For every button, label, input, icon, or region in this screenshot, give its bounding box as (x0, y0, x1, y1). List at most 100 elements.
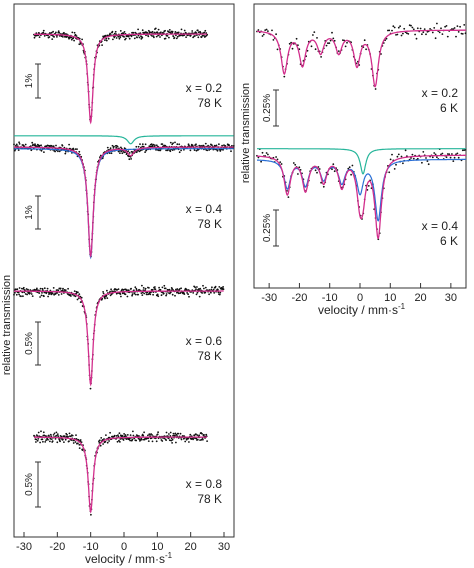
data-point (410, 157, 412, 159)
data-point (127, 155, 130, 158)
data-point (167, 149, 169, 151)
data-point (393, 168, 396, 170)
data-point (119, 30, 122, 32)
data-point (292, 162, 295, 164)
data-point (204, 142, 207, 145)
data-point (62, 438, 64, 441)
fit-total-line (257, 29, 466, 88)
data-point (51, 292, 54, 295)
data-point (80, 296, 83, 299)
data-point (171, 293, 174, 296)
data-point (332, 163, 335, 166)
data-point (415, 37, 418, 40)
data-point (102, 443, 104, 445)
data-points (33, 27, 209, 121)
data-point (57, 150, 59, 153)
data-point (188, 441, 190, 443)
right-y-axis-title: relative transmission (240, 83, 252, 183)
data-point (39, 296, 41, 298)
data-point (200, 438, 203, 441)
data-point (121, 292, 124, 295)
data-point (194, 437, 196, 440)
data-point (456, 152, 459, 155)
data-point (316, 171, 318, 174)
data-point (154, 27, 157, 30)
data-point (342, 39, 344, 41)
data-point (56, 433, 59, 435)
data-point (157, 149, 160, 152)
data-point (127, 150, 130, 153)
data-point (32, 143, 34, 146)
data-point (150, 143, 153, 146)
data-point (464, 148, 467, 151)
data-point (63, 435, 66, 438)
data-point (134, 286, 137, 289)
data-point (183, 148, 185, 151)
data-point (172, 434, 175, 437)
data-point (116, 145, 119, 148)
fit-total-line (257, 154, 466, 240)
data-point (205, 433, 208, 436)
data-point (116, 440, 119, 443)
data-point (144, 143, 147, 146)
data-point (438, 31, 441, 34)
data-point (320, 56, 322, 58)
data-point (109, 147, 112, 150)
data-point (102, 291, 104, 293)
data-point (71, 31, 74, 34)
spectrum-x-label: x = 0.8 (186, 477, 223, 491)
data-point (70, 439, 73, 441)
data-point (30, 293, 33, 295)
spectrum-right-2: 0.25% x = 0.46 K (256, 148, 467, 248)
data-point (123, 36, 125, 38)
data-point (445, 25, 448, 27)
x-tick-label: 0 (357, 292, 363, 304)
data-point (165, 293, 168, 295)
data-point (133, 37, 136, 40)
data-point (117, 288, 120, 290)
data-point (50, 145, 53, 147)
x-tick-label: 10 (384, 292, 396, 304)
data-point (197, 31, 200, 34)
data-point (161, 286, 164, 289)
data-point (389, 158, 392, 161)
data-point (265, 28, 268, 31)
data-point (104, 297, 106, 300)
data-point (113, 32, 116, 35)
data-point (457, 156, 460, 159)
data-point (297, 173, 299, 175)
data-point (199, 31, 202, 34)
data-point (174, 434, 176, 437)
data-point (164, 29, 167, 32)
data-point (196, 29, 199, 32)
data-point (129, 434, 132, 436)
data-point (135, 289, 138, 291)
data-point (140, 438, 143, 441)
data-point (131, 438, 134, 441)
data-point (154, 144, 156, 147)
data-point (200, 144, 203, 147)
data-point (42, 431, 45, 434)
x-tick-label: -10 (322, 292, 338, 304)
data-point (134, 293, 137, 296)
data-point (148, 433, 151, 436)
data-point (57, 289, 60, 292)
data-point (115, 146, 118, 149)
data-point (200, 36, 203, 39)
spectrum-right-1: 0.25% x = 0.26 K (256, 22, 467, 127)
data-point (400, 155, 403, 158)
data-point (52, 30, 54, 33)
data-point (267, 153, 269, 156)
data-point (34, 143, 36, 146)
data-point (199, 439, 202, 441)
data-point (118, 432, 121, 435)
data-point (51, 38, 54, 40)
data-point (15, 288, 17, 291)
data-point (180, 28, 183, 31)
data-point (367, 185, 370, 187)
data-point (202, 144, 205, 147)
data-point (141, 29, 144, 32)
data-point (42, 31, 45, 34)
data-point (160, 294, 163, 297)
data-point (433, 152, 436, 154)
